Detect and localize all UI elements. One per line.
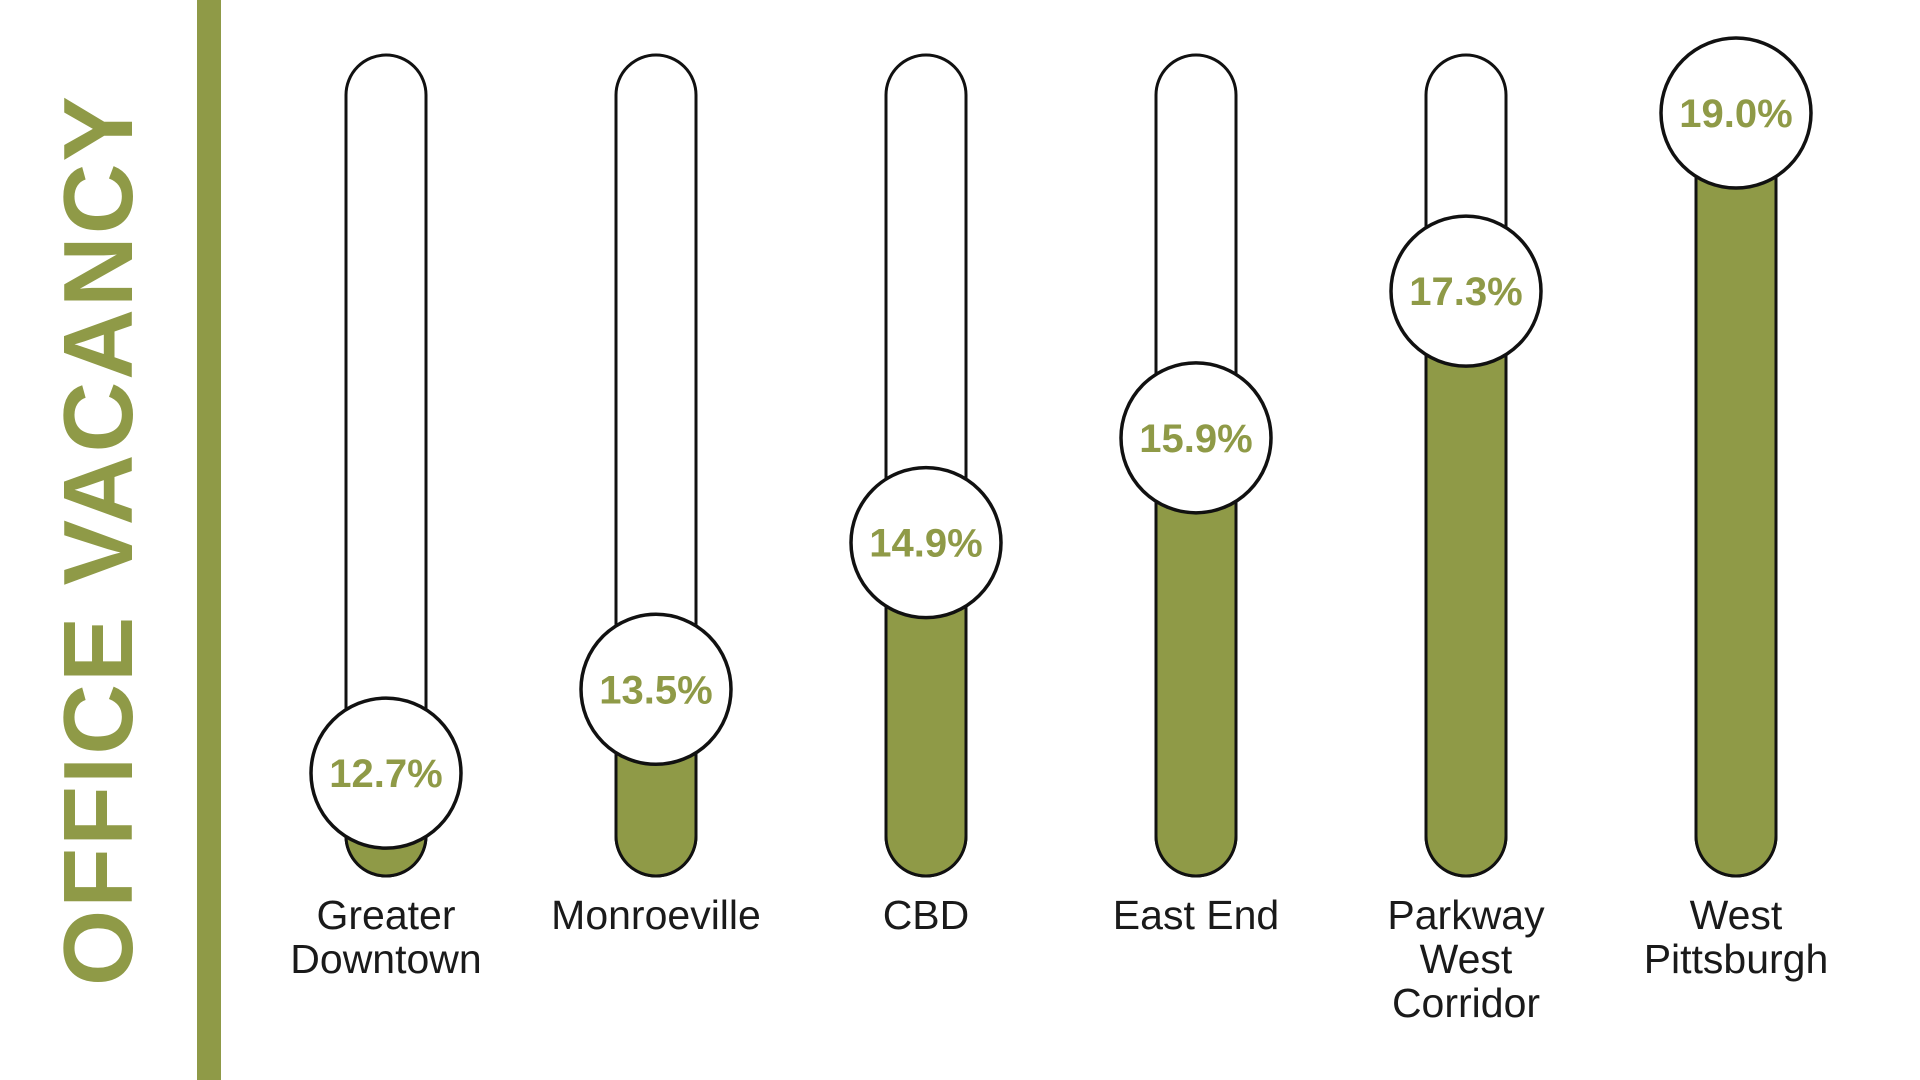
category-label-line: Greater (317, 892, 456, 938)
category-label-line: Pittsburgh (1644, 936, 1829, 982)
value-label: 19.0% (1679, 92, 1792, 136)
value-marker (579, 612, 733, 767)
category-label: Greater Downtown (290, 892, 481, 982)
value-label: 17.3% (1409, 270, 1522, 314)
value-marker (309, 696, 463, 850)
category-label-line: Parkway (1387, 892, 1545, 938)
bar-group: 19.0% West Pittsburgh (1644, 36, 1829, 982)
value-label: 14.9% (869, 522, 982, 566)
divider-bar (197, 0, 221, 1080)
bar-fill (1694, 111, 1778, 878)
category-label: Parkway West Corridor (1387, 892, 1545, 1026)
value-label: 15.9% (1139, 417, 1252, 461)
category-label-line: Monroeville (551, 892, 761, 938)
category-label: Monroeville (551, 892, 761, 938)
category-label-line: Corridor (1392, 980, 1540, 1026)
value-label: 13.5% (599, 668, 712, 712)
category-label-line: West (1420, 936, 1513, 982)
category-label: CBD (883, 892, 970, 938)
value-marker (1389, 214, 1543, 368)
value-marker (1119, 361, 1273, 515)
category-label: East End (1113, 892, 1279, 938)
bar-group: 12.7% Greater Downtown (290, 53, 482, 982)
bar-group: 13.5% Monroeville (551, 53, 761, 938)
value-marker (1659, 36, 1813, 190)
category-label-line: CBD (883, 892, 970, 938)
bar-group: 17.3% Parkway West Corridor (1387, 53, 1545, 1026)
value-label: 12.7% (329, 752, 442, 796)
bar-group: 15.9% East End (1113, 53, 1279, 938)
category-label-line: Downtown (290, 936, 481, 982)
bar-group: 14.9% CBD (849, 53, 1003, 938)
category-label: West Pittsburgh (1644, 892, 1829, 982)
value-marker (849, 465, 1003, 620)
bar-fill (1424, 289, 1508, 878)
category-label-line: East End (1113, 892, 1279, 938)
category-label-line: West (1690, 892, 1783, 938)
